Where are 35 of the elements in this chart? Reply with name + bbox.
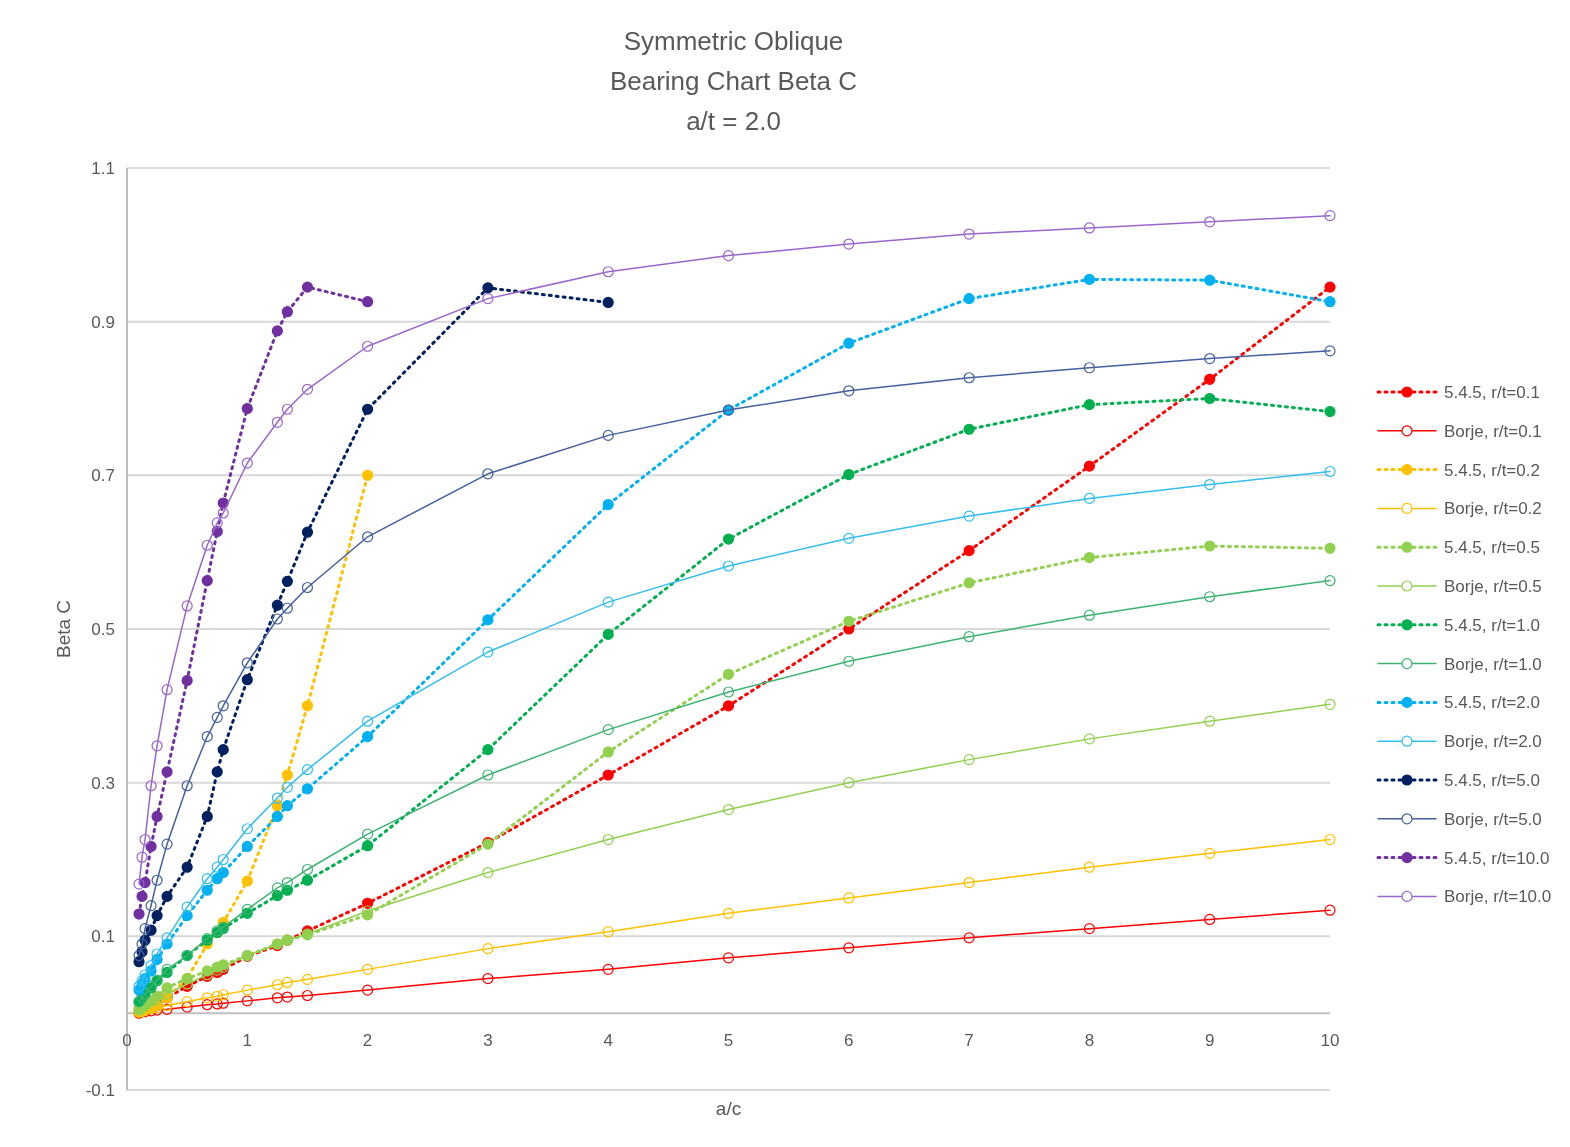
legend-label: 5.4.5, r/t=1.0 [1444, 615, 1540, 635]
legend-label: Borje, r/t=1.0 [1444, 654, 1542, 674]
y-tick-label: 0.7 [91, 466, 115, 486]
y-tick-label: 0.9 [91, 312, 115, 332]
legend-label: 5.4.5, r/t=0.1 [1444, 383, 1540, 402]
y-tick-label: 0.5 [91, 620, 115, 639]
y-tick-label: 0.1 [91, 927, 115, 947]
legend-label: Borje, r/t=0.5 [1444, 577, 1542, 596]
legend-label: Borje, r/t=5.0 [1444, 809, 1542, 829]
x-tick-label: 10 [1320, 1031, 1340, 1051]
legend-label: Borje, r/t=10.0 [1444, 887, 1552, 907]
x-tick-label: 2 [362, 1031, 373, 1051]
legend-label: 5.4.5, r/t=0.2 [1444, 460, 1540, 480]
chart-title: Symmetric Oblique Bearing Chart Beta C a/t = 2.0 [609, 26, 858, 136]
y-axis-title: Beta C [53, 599, 74, 659]
y-tick-label: -0.1 [85, 1081, 115, 1100]
legend-label: 5.4.5, r/t=5.0 [1444, 771, 1540, 790]
x-tick-label: 5 [723, 1031, 734, 1051]
x-tick-label: 4 [603, 1031, 613, 1051]
x-tick-label: 9 [1204, 1031, 1215, 1051]
x-tick-label: 6 [844, 1031, 854, 1051]
x-tick-label: 0 [122, 1031, 132, 1051]
legend-label: 5.4.5, r/t=10.0 [1444, 848, 1550, 868]
legend-label: Borje, r/t=2.0 [1444, 732, 1542, 752]
y-tick-label: 1.1 [91, 159, 115, 178]
legend-label: 5.4.5, r/t=2.0 [1444, 693, 1540, 713]
y-tick-label: 0.3 [91, 773, 115, 793]
x-tick-label: 1 [242, 1031, 253, 1051]
legend-label: Borje, r/t=0.1 [1444, 421, 1542, 441]
x-tick-label: 7 [964, 1031, 974, 1051]
legend-label: Borje, r/t=0.2 [1444, 499, 1542, 519]
x-axis-title: a/c [715, 1098, 742, 1119]
x-tick-label: 8 [1084, 1031, 1095, 1051]
x-tick-label: 3 [483, 1031, 493, 1051]
legend-label: 5.4.5, r/t=0.5 [1444, 538, 1540, 558]
